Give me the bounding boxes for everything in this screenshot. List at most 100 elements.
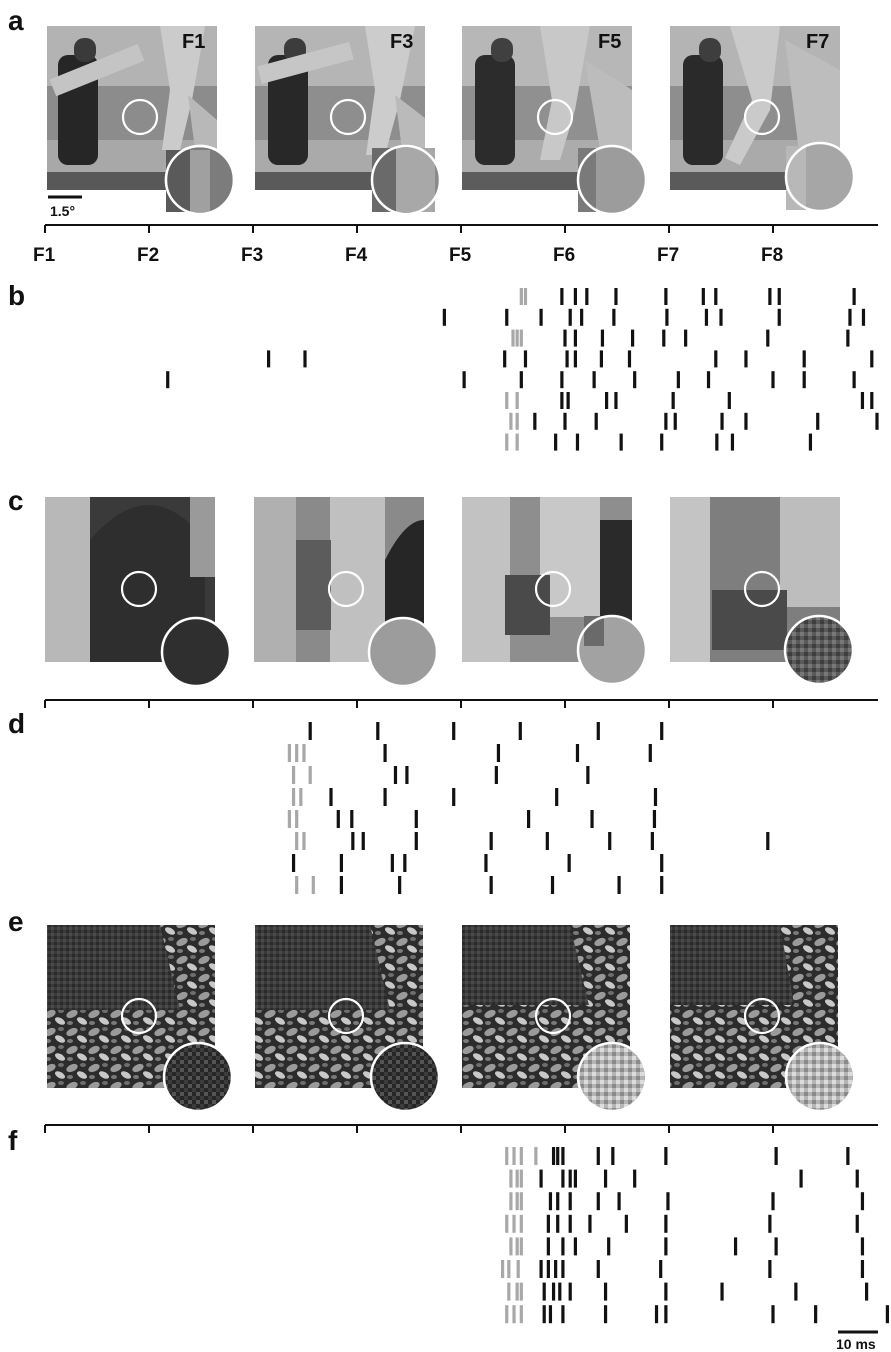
spike-black (627, 350, 632, 368)
spike-black (861, 308, 866, 326)
axis-tick-label: F8 (761, 245, 783, 266)
frame-label: F1 (182, 31, 205, 53)
spike-black (568, 1169, 572, 1188)
spike-black (452, 722, 456, 740)
spike-black (617, 1192, 621, 1211)
axis-tick-label: F4 (345, 245, 368, 266)
spike-black (766, 832, 770, 850)
spike-black (503, 350, 507, 368)
spike-black (361, 832, 365, 850)
spike-black (568, 1282, 572, 1301)
spike-grey (519, 1214, 523, 1233)
movie-frame (255, 26, 442, 216)
spike-black (777, 308, 781, 326)
spike-black (633, 1169, 637, 1188)
spike-black (607, 1237, 611, 1256)
spike-black (556, 1192, 560, 1211)
spike-black (614, 392, 618, 409)
spike-black (599, 350, 603, 368)
magnified-inset (784, 1041, 856, 1113)
spike-black (664, 1237, 668, 1256)
spike-grey (515, 412, 519, 430)
spatial-scale-label: 1.5° (50, 203, 75, 219)
movie-frame (462, 925, 648, 1113)
spike-black (554, 433, 558, 451)
spike-black (573, 288, 577, 305)
spike-black (870, 392, 874, 409)
spike-grey (515, 1237, 519, 1256)
spike-grey (507, 1282, 511, 1301)
spike-black (383, 744, 387, 762)
spike-black (590, 810, 594, 828)
spike-black (518, 722, 522, 740)
spike-grey (291, 788, 296, 806)
spike-raster-f (501, 1147, 889, 1324)
spike-black (585, 288, 589, 305)
spike-black (291, 854, 296, 872)
panel-label-e: e (8, 906, 24, 937)
spike-black (608, 832, 612, 850)
spike-black (701, 288, 705, 305)
spike-black (660, 876, 664, 894)
spike-black (865, 1282, 869, 1301)
spike-black (505, 308, 509, 326)
spike-black (568, 308, 572, 326)
spike-grey (509, 412, 513, 430)
frame-label: F3 (390, 31, 413, 53)
spike-black (631, 329, 635, 347)
spike-black (719, 308, 723, 326)
spike-black (351, 832, 355, 850)
spike-black (519, 371, 523, 389)
movie-frame (45, 497, 232, 688)
magnified-inset (162, 1041, 234, 1113)
spike-black (664, 1147, 668, 1165)
spike-black (855, 1214, 859, 1233)
spike-black (802, 350, 806, 368)
spike-black (376, 722, 380, 740)
spike-black (573, 329, 577, 347)
spike-black (744, 412, 748, 430)
movie-frame (254, 497, 439, 688)
spike-black (659, 1260, 663, 1278)
spike-black (603, 1282, 608, 1301)
spike-black (777, 288, 781, 305)
spike-black (575, 744, 580, 762)
spike-black (654, 1305, 659, 1324)
spike-black (586, 766, 590, 784)
spike-black (860, 1260, 865, 1278)
spike-black (846, 1147, 850, 1165)
spike-black (733, 1237, 738, 1256)
spike-grey (515, 1282, 519, 1301)
spike-black (605, 392, 609, 409)
spike-grey (519, 329, 523, 347)
spike-grey (295, 832, 299, 850)
spike-grey (519, 1305, 523, 1324)
spike-grey (519, 1147, 523, 1165)
spike-black (684, 329, 688, 347)
spike-black (550, 876, 555, 894)
axis-tick-label: F1 (33, 245, 56, 266)
spike-black (860, 1192, 865, 1211)
spike-black (814, 1305, 818, 1324)
spike-black (558, 1282, 562, 1301)
spike-black (551, 1282, 556, 1301)
magnified-inset (160, 616, 232, 688)
spike-black (403, 854, 407, 872)
spike-black (727, 392, 731, 409)
spike-black (855, 1169, 859, 1188)
spike-black (802, 371, 806, 389)
spike-black (660, 722, 664, 740)
panel-a-frames: F1 F3 (47, 26, 856, 219)
spike-grey (287, 744, 291, 762)
spike-black (720, 1282, 724, 1301)
spike-black (653, 788, 658, 806)
spike-grey (507, 1260, 511, 1278)
spike-black (561, 1169, 565, 1188)
spike-black (744, 350, 748, 368)
axis-tick-label: F3 (241, 245, 263, 266)
spike-black (546, 1237, 550, 1256)
spike-black (561, 1237, 565, 1256)
spike-black (614, 288, 618, 305)
spike-grey (505, 433, 509, 451)
